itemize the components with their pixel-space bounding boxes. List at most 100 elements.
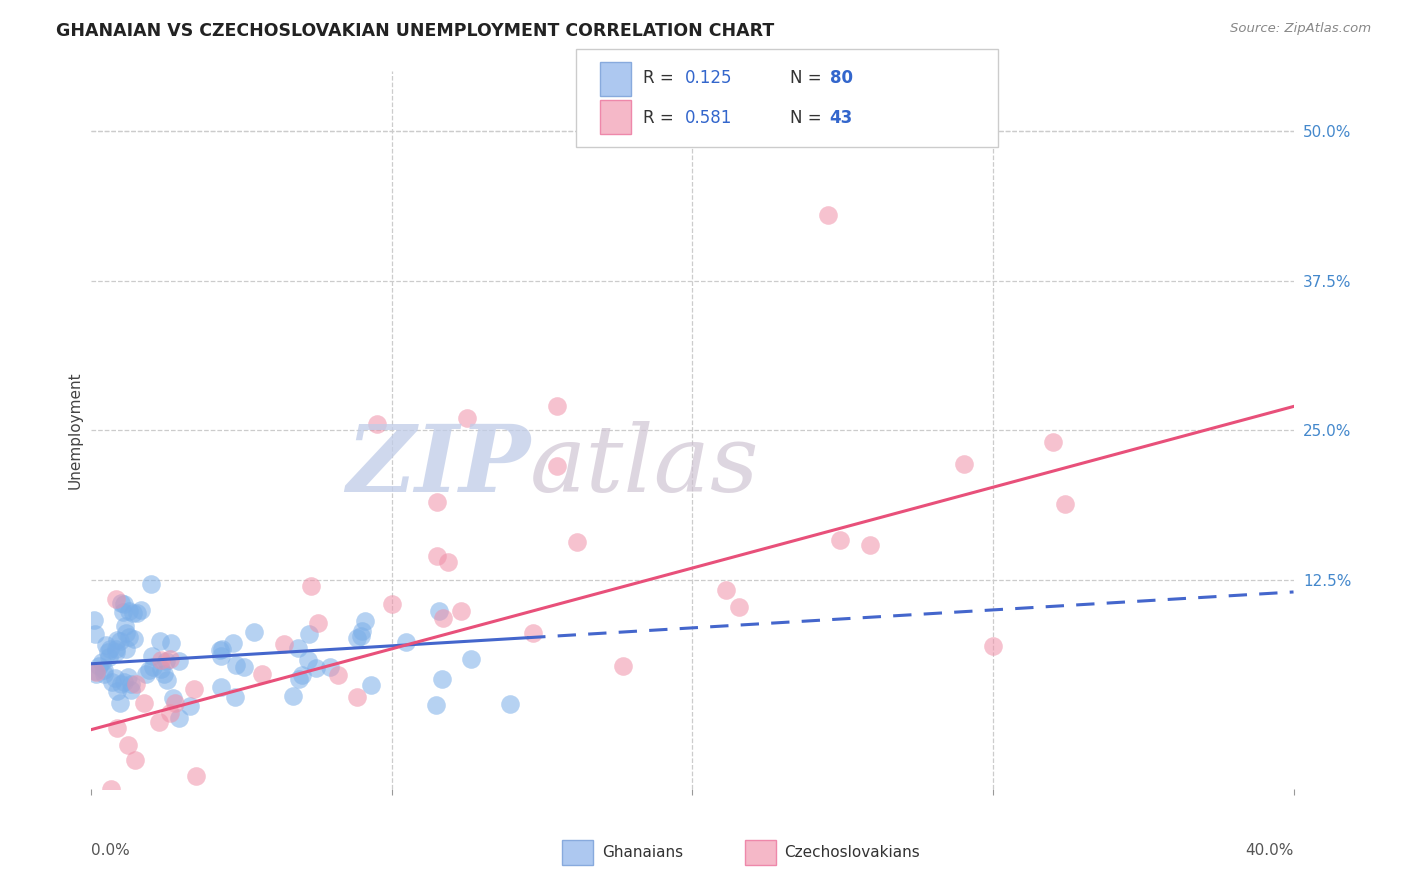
Point	[381, 597, 404, 611]
Point	[952, 457, 974, 471]
Point	[305, 660, 328, 674]
Point	[141, 648, 163, 663]
Point	[298, 627, 321, 641]
Point	[224, 690, 246, 704]
Point	[1042, 435, 1064, 450]
Point	[179, 699, 201, 714]
Point	[346, 690, 368, 704]
Point	[291, 668, 314, 682]
Point	[546, 459, 568, 474]
Point	[817, 208, 839, 222]
Point	[118, 630, 141, 644]
Point	[283, 690, 305, 704]
Point	[122, 606, 145, 620]
Point	[425, 698, 447, 712]
Text: Ghanaians: Ghanaians	[602, 846, 683, 860]
Point	[209, 680, 232, 694]
Point	[120, 682, 142, 697]
Point	[427, 604, 450, 618]
Point	[115, 642, 138, 657]
Point	[728, 599, 751, 614]
Point	[156, 673, 179, 687]
Point	[110, 676, 132, 690]
Point	[430, 672, 453, 686]
Point	[84, 664, 107, 678]
Point	[124, 753, 146, 767]
Point	[287, 640, 309, 655]
Point	[105, 645, 128, 659]
Point	[129, 602, 152, 616]
Text: ZIP: ZIP	[346, 421, 530, 511]
Point	[105, 722, 128, 736]
Point	[104, 671, 127, 685]
Point	[165, 696, 187, 710]
Text: Czechoslovakians: Czechoslovakians	[785, 846, 921, 860]
Point	[84, 626, 107, 640]
Point	[121, 677, 143, 691]
Point	[114, 625, 136, 640]
Point	[565, 534, 588, 549]
Point	[149, 653, 172, 667]
Point	[83, 613, 105, 627]
Point	[360, 678, 382, 692]
Point	[111, 605, 134, 619]
Point	[208, 643, 231, 657]
Point	[125, 676, 148, 690]
Point	[352, 624, 374, 638]
Point	[162, 691, 184, 706]
Point	[233, 659, 256, 673]
Point	[456, 411, 478, 425]
Y-axis label: Unemployment: Unemployment	[67, 372, 83, 489]
Point	[149, 662, 172, 676]
Point	[426, 495, 449, 509]
Point	[112, 597, 135, 611]
Point	[155, 654, 177, 668]
Point	[132, 696, 155, 710]
Point	[450, 605, 472, 619]
Text: R =: R =	[643, 109, 679, 127]
Point	[209, 649, 232, 664]
Point	[159, 652, 181, 666]
Text: 0.125: 0.125	[685, 69, 733, 87]
Point	[101, 674, 124, 689]
Text: GHANAIAN VS CZECHOSLOVAKIAN UNEMPLOYMENT CORRELATION CHART: GHANAIAN VS CZECHOSLOVAKIAN UNEMPLOYMENT…	[56, 22, 775, 40]
Point	[183, 681, 205, 696]
Point	[169, 711, 191, 725]
Point	[350, 628, 373, 642]
Point	[366, 417, 388, 432]
Point	[426, 549, 449, 563]
Text: 0.581: 0.581	[685, 109, 733, 127]
Point	[110, 596, 132, 610]
Text: 80: 80	[830, 69, 852, 87]
Point	[184, 769, 207, 783]
Point	[142, 659, 165, 673]
Point	[273, 636, 295, 650]
Point	[135, 666, 157, 681]
Point	[242, 624, 264, 639]
Point	[318, 660, 340, 674]
Point	[91, 656, 114, 670]
Point	[127, 606, 149, 620]
Point	[167, 654, 190, 668]
Point	[432, 611, 454, 625]
Point	[297, 653, 319, 667]
Point	[114, 619, 136, 633]
Point	[153, 666, 176, 681]
Point	[84, 666, 107, 681]
Point	[110, 633, 132, 648]
Point	[93, 663, 115, 677]
Point	[104, 591, 127, 606]
Point	[222, 636, 245, 650]
Point	[159, 706, 181, 720]
Point	[159, 636, 181, 650]
Point	[714, 583, 737, 598]
Point	[148, 714, 170, 729]
Text: 43: 43	[830, 109, 853, 127]
Point	[522, 625, 544, 640]
Point	[105, 684, 128, 698]
Point	[97, 645, 120, 659]
Point	[395, 635, 418, 649]
Point	[105, 642, 128, 657]
Point	[141, 577, 163, 591]
Point	[118, 604, 141, 618]
